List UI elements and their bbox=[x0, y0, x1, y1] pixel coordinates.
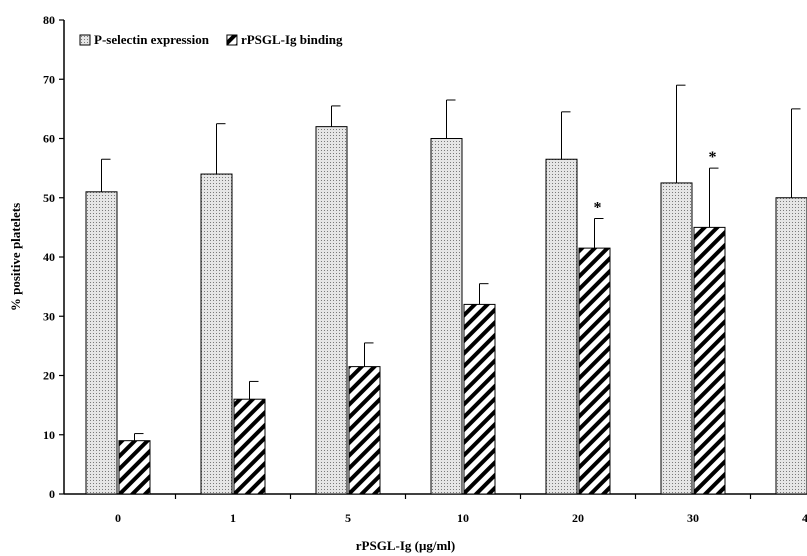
x-tick-label: 10 bbox=[457, 511, 469, 525]
y-tick-label: 80 bbox=[43, 13, 55, 27]
bar-p-selectin bbox=[200, 173, 233, 495]
bar-rpsgl-binding bbox=[693, 226, 726, 495]
y-tick-label: 10 bbox=[43, 428, 55, 442]
y-tick-label: 60 bbox=[43, 132, 55, 146]
bar-p-selectin bbox=[315, 126, 348, 495]
significance-marker: * bbox=[709, 149, 717, 166]
legend-label-rpsgl-binding: rPSGL-Ig binding bbox=[241, 32, 343, 47]
x-tick-label: 40 bbox=[802, 511, 807, 525]
x-tick-label: 5 bbox=[345, 511, 351, 525]
bar-rpsgl-binding bbox=[578, 247, 611, 495]
bar-rpsgl-binding bbox=[348, 366, 381, 495]
bar-p-selectin bbox=[660, 182, 693, 495]
legend-swatch-p-selectin bbox=[79, 34, 91, 46]
bar-p-selectin bbox=[85, 191, 118, 495]
bars bbox=[85, 84, 807, 495]
x-tick-label: 20 bbox=[572, 511, 584, 525]
significance-marker: * bbox=[594, 199, 602, 216]
y-tick-label: 0 bbox=[49, 487, 55, 501]
legend: P-selectin expression rPSGL-Ig binding bbox=[79, 32, 343, 47]
y-tick-label: 40 bbox=[43, 250, 55, 264]
y-axis-title: % positive platelets bbox=[8, 203, 23, 311]
y-tick-label: 30 bbox=[43, 309, 55, 323]
bar-rpsgl-binding bbox=[463, 303, 496, 495]
y-tick-label: 50 bbox=[43, 191, 55, 205]
x-tick-label: 1 bbox=[230, 511, 236, 525]
bar-p-selectin bbox=[430, 138, 463, 495]
bar-rpsgl-binding bbox=[233, 398, 266, 495]
bar-p-selectin bbox=[545, 158, 578, 495]
x-tick-label: 0 bbox=[115, 511, 121, 525]
labels: 0 10 20 30 40 50 60 70 80 0 1 5 10 20 30 40 rPSGL-Ig (μg… bbox=[8, 13, 807, 553]
bar-rpsgl-binding bbox=[118, 440, 151, 495]
y-tick-label: 20 bbox=[43, 369, 55, 383]
bar-p-selectin bbox=[775, 197, 807, 495]
x-tick-label: 30 bbox=[687, 511, 699, 525]
legend-swatch-rpsgl-binding bbox=[226, 34, 238, 46]
y-tick-label: 70 bbox=[43, 72, 55, 86]
x-axis-title: rPSGL-Ig (μg/ml) bbox=[356, 538, 455, 553]
legend-label-p-selectin: P-selectin expression bbox=[94, 32, 210, 47]
